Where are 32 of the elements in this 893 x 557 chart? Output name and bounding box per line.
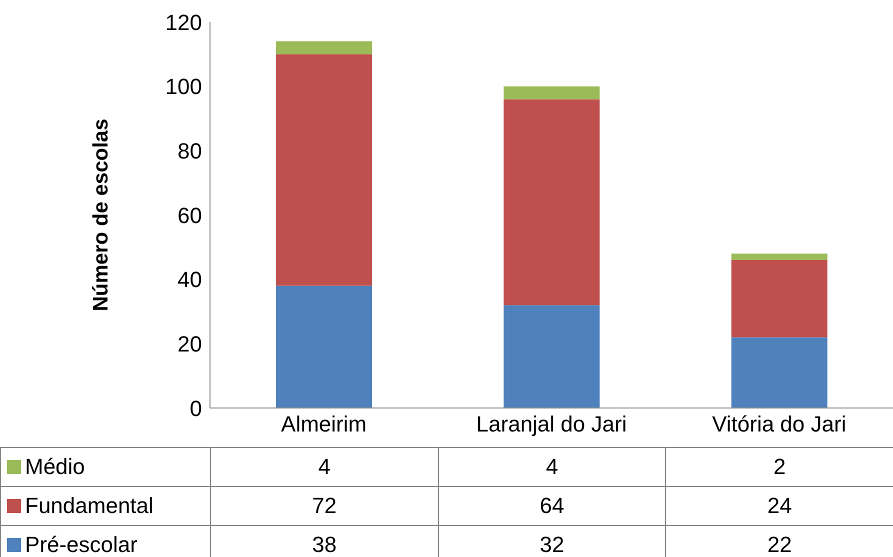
data-label: 4 — [210, 448, 438, 486]
bar — [276, 54, 372, 286]
bar — [731, 260, 828, 338]
bar — [731, 254, 828, 260]
x-tick-label: Almeirim — [281, 412, 367, 437]
bar — [276, 286, 372, 408]
x-tick-label: Vitória do Jari — [712, 412, 846, 437]
legend-label: Pré-escolar — [0, 526, 210, 557]
data-label: 32 — [438, 526, 666, 557]
legend-label: Médio — [0, 448, 210, 486]
bar — [504, 86, 600, 100]
bar — [504, 99, 600, 306]
bar — [504, 305, 600, 408]
y-axis-title: Número de escolas — [89, 118, 112, 312]
y-tick-label: 100 — [165, 74, 202, 100]
data-label: 22 — [666, 526, 893, 557]
legend-label: Fundamental — [0, 486, 210, 526]
data-label: 72 — [210, 486, 438, 526]
data-label: 2 — [666, 448, 893, 486]
data-label: 38 — [210, 526, 438, 557]
y-tick-label: 40 — [178, 267, 202, 292]
y-tick-label: 60 — [178, 202, 202, 228]
y-tick-label: 20 — [178, 331, 202, 356]
data-label: 24 — [666, 486, 893, 526]
y-tick-label: 80 — [178, 138, 202, 164]
bar — [731, 337, 828, 408]
y-tick-label: 120 — [165, 10, 202, 35]
bar — [276, 41, 372, 54]
data-label: 64 — [438, 486, 666, 526]
y-tick-label: 0 — [190, 396, 202, 421]
data-label: 4 — [438, 448, 666, 486]
x-tick-label: Laranjal do Jari — [476, 412, 627, 437]
